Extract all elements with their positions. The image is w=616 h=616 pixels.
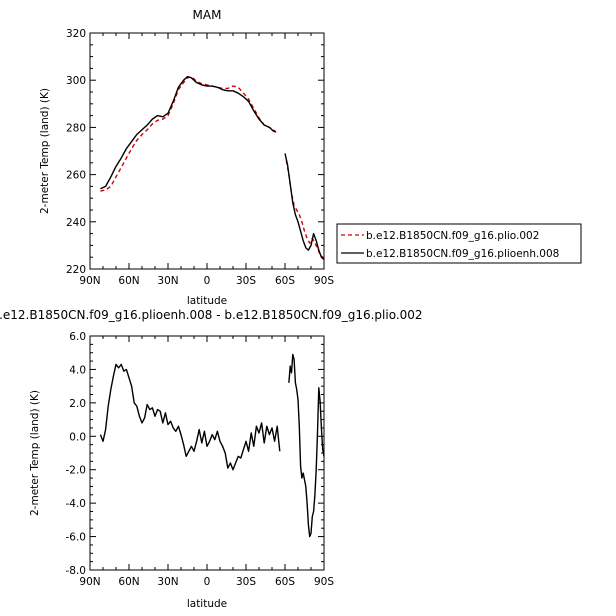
top-chart-ticks: 90N 60N 30N 0 30S 60S 90S 220 240 260 280 300 320 <box>66 28 334 287</box>
bottom-ytick-label: 4.0 <box>69 364 86 376</box>
legend-label-plio: b.e12.B1850CN.f09_g16.plio.002 <box>366 230 539 242</box>
top-xtick-label: 30S <box>236 275 256 287</box>
bottom-chart-frame <box>89 335 325 571</box>
bottom-xtick-label: 90S <box>314 576 334 588</box>
legend-label-plioenh: b.e12.B1850CN.f09_g16.plioenh.008 <box>366 248 559 260</box>
top-chart-frame <box>89 32 325 270</box>
bottom-series-0-line <box>288 353 325 538</box>
top-chart: MAM 90N 60N 30N 0 30S 60S 90S 220 240 260 280 300 32… <box>39 8 334 307</box>
bottom-xtick-label: 60S <box>275 576 295 588</box>
top-chart-series <box>100 75 325 261</box>
bottom-ytick-label: 0.0 <box>69 431 86 443</box>
top-ytick-label: 240 <box>66 217 86 229</box>
top-xtick-label: 90N <box>79 275 100 287</box>
top-series-0-line <box>100 75 277 192</box>
top-ytick-label: 220 <box>66 264 86 276</box>
bottom-ytick-label: -6.0 <box>66 532 87 544</box>
bottom-chart-ylabel: 2-meter Temp (land) (K) <box>29 390 41 516</box>
top-xtick-label: 90S <box>314 275 334 287</box>
bottom-xtick-label: 60N <box>118 576 139 588</box>
top-chart-ylabel: 2-meter Temp (land) (K) <box>39 88 51 214</box>
top-ytick-label: 260 <box>66 170 86 182</box>
top-ytick-label: 300 <box>66 75 86 87</box>
top-chart-title: MAM <box>193 8 222 22</box>
legend-box <box>336 223 582 264</box>
legend: b.e12.B1850CN.f09_g16.plio.002 b.e12.B18… <box>336 223 582 264</box>
bottom-xtick-label: 30N <box>157 576 178 588</box>
top-ytick-label: 320 <box>66 28 86 40</box>
bottom-chart: b.e12.B1850CN.f09_g16.plioenh.008 - b.e1… <box>0 308 423 610</box>
bottom-chart-xlabel: latitude <box>187 598 227 610</box>
top-chart-xlabel: latitude <box>187 295 227 307</box>
bottom-ytick-label: -8.0 <box>66 565 87 577</box>
top-series-1-line <box>100 75 277 190</box>
top-xtick-label: 0 <box>204 275 211 287</box>
bottom-chart-title: b.e12.B1850CN.f09_g16.plioenh.008 - b.e1… <box>0 308 423 322</box>
bottom-ytick-label: -2.0 <box>66 465 87 477</box>
bottom-series-0-line <box>99 363 281 471</box>
top-series-1-line <box>284 153 325 261</box>
bottom-chart-series <box>99 353 325 538</box>
bottom-xtick-label: 30S <box>236 576 256 588</box>
top-xtick-label: 60S <box>275 275 295 287</box>
top-xtick-label: 30N <box>157 275 178 287</box>
bottom-ytick-label: 6.0 <box>69 331 86 343</box>
top-ytick-label: 280 <box>66 122 86 134</box>
bottom-ytick-label: 2.0 <box>69 398 86 410</box>
top-xtick-label: 60N <box>118 275 139 287</box>
bottom-ytick-label: -4.0 <box>66 498 87 510</box>
bottom-xtick-label: 90N <box>79 576 100 588</box>
bottom-xtick-label: 0 <box>204 576 211 588</box>
